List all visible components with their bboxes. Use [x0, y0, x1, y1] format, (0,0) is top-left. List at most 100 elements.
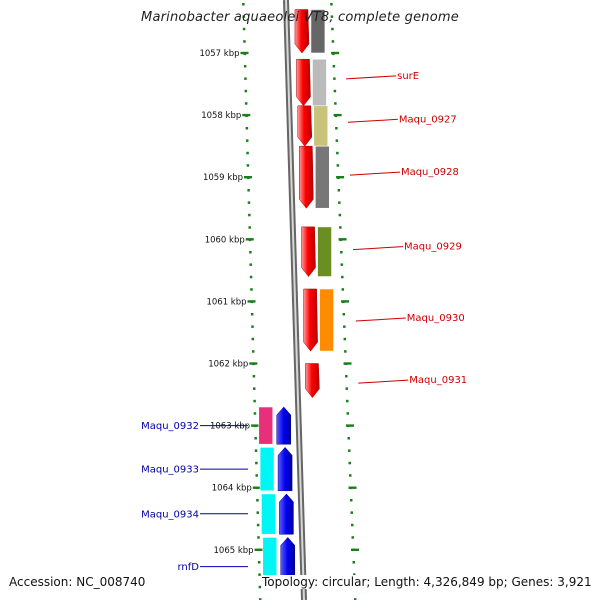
ruler-dot — [342, 313, 346, 316]
reverse-gene-arrow — [279, 493, 294, 535]
cog-category-bar — [319, 288, 334, 352]
ruler-dot — [330, 3, 333, 6]
scale-label: 1061 kbp — [206, 297, 246, 307]
scale-label: 1057 kbp — [199, 49, 239, 59]
ruler-dot — [341, 288, 345, 291]
ruler-dot — [253, 399, 256, 403]
backbone-layer — [283, 0, 307, 600]
ruler-dot — [352, 561, 355, 564]
ruler-dot — [245, 127, 249, 130]
cog-category-bar — [258, 406, 274, 445]
label-leader-line — [347, 118, 398, 123]
ruler-dot — [251, 337, 255, 341]
ruler-dot — [338, 201, 341, 204]
ruler-dot — [333, 89, 337, 93]
forward-gene-arrow — [294, 9, 310, 54]
ruler-major-tick — [346, 424, 355, 427]
ruler-dot — [339, 226, 342, 229]
ruler-major-tick — [244, 176, 253, 179]
cog-category-bar — [312, 58, 327, 107]
ruler-major-tick — [251, 424, 260, 427]
forward-gene-arrow — [299, 145, 314, 209]
gene-label: Maqu_0933 — [141, 465, 199, 476]
genome-summary: Topology: circular; Length: 4,326,849 bp… — [262, 575, 594, 589]
ruler-dot — [345, 375, 348, 378]
reverse-gene-arrow — [277, 446, 293, 492]
label-leader-line — [352, 246, 403, 251]
gene-label: Maqu_0928 — [401, 167, 459, 178]
scale-label: 1059 kbp — [203, 173, 243, 183]
ruler-dot — [258, 598, 262, 600]
reverse-gene-arrow — [276, 406, 292, 445]
ruler-major-tick — [245, 238, 254, 241]
ruler-dot — [345, 387, 349, 390]
ruler-dot — [340, 263, 344, 266]
ruler-dot — [255, 474, 258, 477]
ruler-dot — [350, 523, 354, 527]
ruler-dot — [250, 288, 253, 291]
ruler-major-tick — [333, 113, 342, 117]
ruler-dot — [347, 437, 351, 440]
ruler-dot — [335, 139, 339, 142]
ruler-dot — [348, 449, 351, 452]
ruler-dot — [251, 350, 255, 353]
ruler-dot — [258, 573, 261, 576]
ruler-dot — [243, 65, 247, 68]
ruler-dot — [338, 213, 342, 217]
scale-label: 1064 kbp — [212, 484, 252, 494]
ruler-dot — [242, 3, 245, 6]
ruler-major-tick — [240, 51, 249, 55]
accession-label: Accession: NC_008740 — [9, 575, 146, 589]
ruler-dot — [335, 127, 338, 130]
ruler-dot — [253, 412, 257, 415]
ruler-dot — [256, 499, 259, 502]
gene-label: Maqu_0932 — [141, 421, 199, 432]
forward-gene-arrow — [297, 105, 313, 147]
ruler-dot — [248, 213, 251, 217]
ruler-dot — [252, 375, 256, 378]
ruler-major-tick — [242, 113, 251, 117]
forward-gene-arrow — [301, 226, 316, 277]
ruler-major-tick — [338, 238, 347, 241]
ruler-dot — [246, 164, 250, 167]
ruler-dot — [244, 89, 248, 93]
ruler-major-tick — [252, 486, 261, 489]
ruler-major-tick — [247, 300, 256, 303]
ruler-dot — [243, 40, 246, 43]
gene-label: rnfD — [178, 562, 200, 573]
ruler-dot — [331, 27, 334, 31]
genome-backbone-highlight — [285, 0, 305, 600]
ruler-dot — [248, 226, 251, 229]
ruler-layer: 1057 kbp 1058 kbp 1059 kbp 1060 kbp 1061 kbp… — [199, 3, 359, 600]
map-title: Marinobacter aquaeolei VT8, complete gen… — [141, 10, 459, 25]
ruler-dot — [336, 151, 339, 155]
ruler-dot — [337, 189, 341, 192]
ruler-dot — [331, 40, 335, 43]
ruler-dot — [344, 350, 347, 353]
forward-gene-arrow — [296, 58, 311, 107]
ruler-dot — [343, 325, 346, 328]
ruler-dot — [256, 523, 260, 527]
label-leader-line — [355, 317, 406, 322]
ruler-dot — [350, 499, 353, 502]
ruler-dot — [351, 536, 354, 539]
ruler-dot — [244, 77, 247, 80]
ruler-dot — [242, 15, 245, 18]
ruler-dot — [249, 275, 253, 279]
cog-category-bar — [315, 145, 330, 209]
scale-label: 1060 kbp — [205, 235, 245, 245]
ruler-major-tick — [341, 300, 350, 303]
ruler-dot — [332, 65, 336, 68]
ruler-dot — [349, 474, 352, 477]
gene-label: Maqu_0934 — [141, 509, 199, 520]
ruler-major-tick — [254, 548, 263, 551]
ruler-major-tick — [336, 176, 345, 179]
scale-label: 1063 kbp — [210, 422, 250, 432]
gene-label: Maqu_0929 — [404, 242, 462, 253]
ruler-dot — [353, 598, 357, 600]
ruler-dot — [340, 251, 343, 254]
ruler-dot — [247, 201, 251, 204]
cog-category-bar — [317, 226, 332, 277]
